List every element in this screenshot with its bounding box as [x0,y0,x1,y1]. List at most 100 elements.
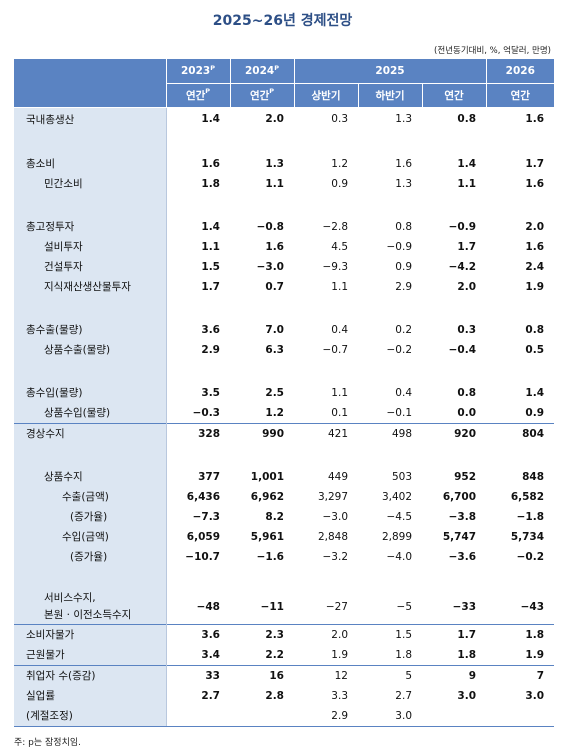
cell: −0.2 [386,343,413,356]
cell: 1.1 [331,386,348,399]
cell: −3.2 [322,550,349,563]
row-label: 총고정투자 [14,216,166,237]
cell: 1.8 [395,648,412,661]
cell: −11 [260,600,284,613]
cell: 1.6 [525,177,545,190]
cell: 2.2 [265,648,284,661]
cell: 498 [358,422,422,444]
cell: 449 [327,470,348,483]
cell: 1.6 [525,240,545,253]
row-label: 상품수지 [14,466,166,487]
table-row: 상품수출(물량) 2.9 6.3 −0.7 −0.2 −0.4 0.5 [14,339,554,360]
cell: 1.3 [395,112,412,125]
header-subcol: 연간 [485,83,555,107]
row-label: 총소비 [14,153,166,174]
cell: −0.9 [386,240,413,253]
cell: 952 [454,470,477,483]
cell: 3.3 [331,689,348,702]
table-row: 수입(금액) 6,059 5,961 2,848 2,899 5,747 5,7… [14,526,554,547]
cell: 1.1 [165,236,230,257]
cell: 2.9 [395,280,412,293]
cell: 3.5 [165,382,230,403]
table-row: 총수출(물량) 3.6 7.0 0.4 0.2 0.3 0.8 [14,319,554,340]
cell: 848 [522,470,545,483]
cell: 5,734 [510,530,545,543]
spacer-row [14,193,554,217]
header-subcol: 연간 [421,83,487,107]
table-row: 실업률 2.7 2.8 3.3 2.7 3.0 3.0 [14,685,554,706]
cell: 0.2 [395,323,412,336]
cell: 3,297 [317,490,348,503]
cell: 16 [230,664,294,686]
cell: 1.2 [331,157,348,170]
table-row: 건설투자 1.5 −3.0 −9.3 0.9 −4.2 2.4 [14,256,554,277]
cell: −0.1 [386,406,413,419]
table-row: 소비자물가 3.6 2.3 2.0 1.5 1.7 1.8 [14,623,555,645]
table-row: 취업자 수(증감) 33 16 12 5 9 7 [14,664,555,686]
cell: −43 [520,600,545,613]
spacer-row [14,443,554,467]
table-row: 수출(금액) 6,436 6,962 3,297 3,402 6,700 6,5… [14,486,554,507]
cell: 3.0 [457,689,477,702]
cell: 421 [294,422,358,444]
cell: 1.6 [525,112,545,125]
cell: −0.3 [165,402,230,423]
row-label: 실업률 [14,685,166,706]
cell: −2.8 [322,220,349,233]
cell: 0.4 [395,386,412,399]
cell: 7 [486,664,555,686]
cell: 1.1 [265,177,284,190]
cell: 5 [358,664,422,686]
cell: 1.4 [457,157,477,170]
cell: 2.0 [265,112,284,125]
table-row: 서비스수지, 본원 · 이전소득수지 −48 −11 −27 −5 −33 −43 [14,589,554,624]
row-label: 경상수지 [14,422,166,444]
cell: 0.1 [331,406,348,419]
cell: −27 [325,600,348,613]
cell: 0.8 [457,386,477,399]
spacer-row [14,359,554,383]
cell: 5,961 [250,530,284,543]
cell [486,705,555,727]
cell: 0.4 [331,323,348,336]
cell: −4.5 [386,510,413,523]
cell: 1.6 [395,157,412,170]
row-label: 근원물가 [14,644,166,665]
cell: 3.4 [165,644,230,665]
cell: 1.9 [331,648,348,661]
header-subcol: 연간P [165,83,230,107]
header-year-2024: 2024P [229,59,294,84]
cell: 804 [486,422,555,444]
cell: 1.8 [165,173,230,194]
cell: −4.0 [386,550,413,563]
cell: −0.7 [322,343,349,356]
cell: −0.2 [516,550,545,563]
header-year-2026: 2026 [485,59,555,84]
footnote: 주: p는 잠정치임. [14,738,82,748]
cell: −0.9 [448,220,477,233]
cell: 1.9 [525,648,545,661]
cell: 6,436 [165,486,230,507]
cell: 1.3 [395,177,412,190]
cell: 12 [294,664,358,686]
cell: 0.8 [457,112,477,125]
cell: 2.9 [294,705,358,727]
cell: −0.4 [448,343,477,356]
cell: −1.6 [256,550,284,563]
cell: 1.4 [525,386,545,399]
header-year-2025: 2025 [293,59,487,84]
table-row: (계절조정) 2.9 3.0 [14,705,555,727]
row-label: 소비자물가 [14,623,166,645]
cell: 2.0 [457,280,477,293]
row-label: 상품수입(물량) [14,402,166,423]
cell: 0.3 [331,112,348,125]
cell: 3.6 [165,319,230,340]
row-label: 설비투자 [14,236,166,257]
cell: 3.0 [525,689,545,702]
table-row: 국내총생산 1.4 2.0 0.3 1.3 0.8 1.6 [14,107,554,131]
cell: 0.9 [525,406,545,419]
cell: 0.8 [525,323,545,336]
cell: 6,582 [510,490,545,503]
cell: −10.7 [165,546,230,567]
cell: 1.5 [165,256,230,277]
